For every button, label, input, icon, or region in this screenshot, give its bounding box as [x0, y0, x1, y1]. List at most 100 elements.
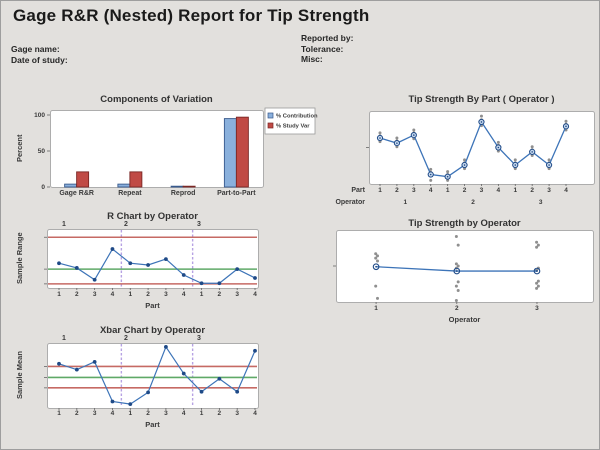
- data-point: [92, 277, 97, 282]
- part-tick-label: 1: [378, 187, 382, 194]
- part-tick-label: 2: [395, 187, 399, 194]
- part-tick-label: 4: [111, 410, 115, 417]
- legend-box: [264, 107, 316, 135]
- mean-marker-center: [548, 164, 550, 166]
- bar: [182, 185, 196, 188]
- bar: [235, 116, 249, 188]
- observation-dot: [513, 158, 517, 162]
- observation-dot: [395, 136, 399, 140]
- mean-marker-center: [463, 164, 466, 166]
- part-tick-label: 3: [93, 291, 97, 298]
- data-point: [57, 361, 61, 366]
- data-point: [110, 399, 115, 404]
- y-tick-label: 50: [38, 148, 46, 155]
- part-tick-label: 2: [75, 410, 79, 417]
- part-tick-label: 1: [57, 291, 61, 298]
- legend-swatch: [267, 122, 274, 129]
- components-of-variation-canvas: 0 50 100 Gage R&R Repeat Reprod Part-to-Part % …: [34, 107, 318, 197]
- plot-area: [47, 343, 259, 409]
- observation-dot: [429, 178, 433, 182]
- data-point: [110, 247, 115, 251]
- observation-dot: [547, 158, 551, 162]
- data-point: [217, 376, 222, 381]
- part-tick-label: 3: [93, 410, 97, 417]
- bar: [117, 183, 131, 188]
- operator-tick-label: 3: [535, 305, 539, 312]
- observation-dot: [454, 262, 458, 266]
- observation-dot: [454, 299, 458, 303]
- header-fields-left: Gage name: Date of study:: [11, 44, 68, 65]
- part-tick-label: 1: [200, 410, 204, 417]
- data-point: [253, 276, 257, 280]
- field-reported-by: Reported by:: [301, 33, 354, 43]
- part-tick-label: 2: [463, 187, 467, 194]
- part-tick-label: 2: [146, 291, 150, 298]
- mean-marker-center: [413, 134, 415, 136]
- mean-marker: [372, 263, 380, 271]
- data-point: [146, 390, 150, 395]
- operator-panel-label: 3: [197, 221, 201, 228]
- mean-marker: [453, 267, 461, 275]
- chart-title-tip-strength-by-part: Tip Strength By Part ( Operator ): [408, 94, 555, 105]
- data-point: [235, 267, 240, 272]
- y-tick-label: 0: [41, 184, 45, 191]
- bar: [170, 185, 184, 188]
- field-date-of-study: Date of study:: [11, 54, 68, 65]
- category-label: Reprod: [171, 190, 196, 197]
- part-tick-label: 1: [200, 291, 204, 298]
- part-axis-caption: Part: [351, 187, 365, 194]
- part-tick-label: 3: [164, 291, 168, 298]
- data-point: [181, 273, 186, 277]
- observation-dot: [536, 279, 540, 283]
- mean-marker-center: [375, 265, 377, 268]
- components-of-variation-panel: Components of Variation Percent 0 50 100 Ga…: [11, 87, 318, 209]
- observation-dot: [374, 252, 378, 256]
- plot-area: [369, 111, 595, 185]
- observation-dot: [496, 140, 500, 144]
- data-point: [199, 389, 204, 394]
- observation-dot: [374, 256, 378, 260]
- operator-axis-caption: Operator: [335, 199, 365, 206]
- field-gage-name: Gage name:: [11, 44, 60, 54]
- operator-tick-label: 1: [404, 199, 408, 206]
- observation-dot: [378, 131, 382, 135]
- observation-dot: [535, 281, 539, 285]
- data-point: [146, 263, 150, 267]
- chart-title-xbar-chart: Xbar Chart by Operator: [99, 325, 206, 336]
- part-tick-label: 1: [128, 410, 132, 417]
- observation-dot: [564, 119, 568, 123]
- part-tick-label: 3: [164, 410, 168, 417]
- mean-marker-center: [455, 270, 458, 272]
- part-tick-label: 1: [128, 291, 132, 298]
- part-tick-label: 1: [513, 187, 517, 194]
- part-tick-label: 2: [146, 410, 150, 417]
- part-tick-label: 2: [75, 291, 79, 298]
- observation-dot: [456, 288, 460, 292]
- observation-dot: [536, 243, 540, 247]
- observation-dot: [479, 114, 483, 118]
- x-axis-label: Operator: [449, 315, 481, 324]
- category-label: Gage R&R: [59, 190, 94, 197]
- data-point: [199, 281, 204, 286]
- part-tick-label: 3: [547, 187, 551, 194]
- mean-marker-center: [497, 146, 500, 149]
- data-point: [253, 348, 257, 353]
- data-point: [74, 367, 79, 372]
- observation-dot: [375, 254, 379, 258]
- data-point: [181, 371, 186, 376]
- operator-panel-label: 3: [197, 335, 201, 342]
- mean-line: [379, 120, 567, 178]
- part-tick-label: 3: [412, 187, 416, 194]
- part-tick-label: 4: [564, 187, 568, 194]
- part-tick-label: 4: [182, 291, 186, 298]
- part-tick-label: 3: [235, 291, 239, 298]
- r-chart-canvas: 1 2 3 1 2 3 4 1 2 3 4 1 2 3 4 Part: [44, 221, 259, 310]
- data-point: [57, 261, 61, 266]
- field-misc: Misc:: [301, 54, 323, 64]
- operator-tick-label: 1: [374, 305, 378, 312]
- plot-area: [50, 110, 264, 188]
- mean-marker-center: [531, 151, 533, 153]
